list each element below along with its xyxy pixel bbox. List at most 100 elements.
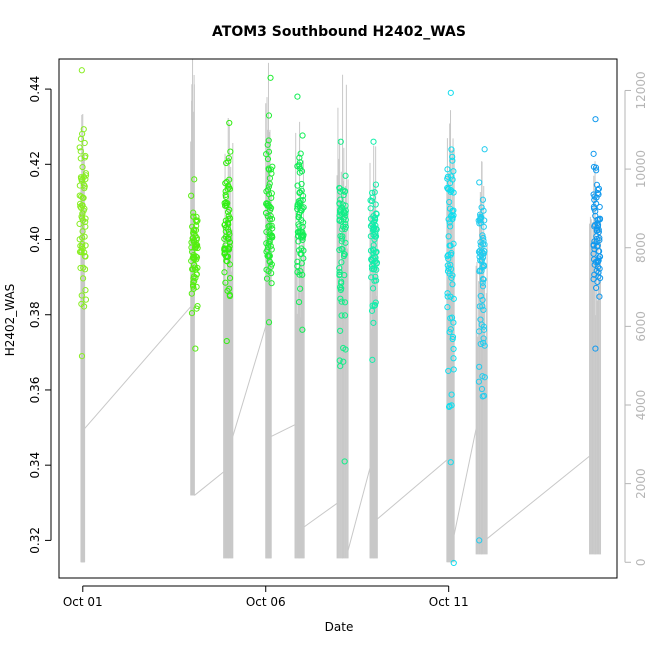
data-point — [78, 175, 85, 182]
data-point — [81, 266, 89, 273]
data-point — [341, 312, 349, 319]
y2-tick-label: 6000 — [634, 311, 648, 342]
data-point — [339, 223, 347, 230]
data-point — [370, 138, 377, 145]
y2-tick-label: 12000 — [634, 71, 648, 109]
data-point — [298, 250, 305, 257]
data-point — [265, 191, 273, 198]
data-point — [448, 173, 455, 180]
data-point — [449, 216, 456, 223]
data-point — [264, 213, 271, 220]
data-point — [336, 271, 343, 278]
data-point — [342, 239, 349, 246]
plot-frame — [58, 58, 618, 579]
data-point — [77, 203, 84, 210]
secondary-line-layer — [80, 59, 602, 563]
data-point — [371, 218, 378, 226]
data-point — [80, 181, 88, 188]
data-point — [594, 242, 601, 249]
data-point — [372, 181, 380, 188]
data-point — [190, 209, 197, 216]
data-point — [479, 296, 486, 304]
data-point — [193, 222, 200, 229]
data-point — [590, 250, 597, 257]
data-point — [268, 215, 276, 223]
data-point — [298, 260, 305, 267]
data-point — [444, 262, 451, 269]
x-axis: Oct 01 Oct 06 Oct 11 — [63, 585, 469, 609]
data-point — [221, 249, 228, 256]
data-point — [336, 284, 344, 291]
data-point — [263, 209, 270, 217]
data-point — [339, 204, 346, 212]
data-point — [590, 150, 597, 157]
data-point — [476, 250, 484, 257]
data-point — [594, 189, 601, 197]
data-point — [82, 152, 89, 160]
data-point — [480, 223, 487, 230]
data-point — [225, 221, 232, 228]
data-point — [367, 205, 374, 212]
data-point — [445, 367, 452, 375]
y2-tick-label: 0 — [634, 558, 648, 566]
secondary-segment — [453, 428, 477, 535]
data-point — [447, 261, 454, 269]
data-point — [268, 246, 275, 253]
data-point — [479, 393, 486, 400]
data-point — [447, 89, 454, 96]
data-point — [299, 271, 306, 278]
y-axis-label: H2402_WAS — [3, 284, 17, 357]
data-point — [478, 385, 486, 393]
data-point — [481, 217, 488, 224]
data-point — [370, 226, 377, 233]
data-point — [226, 275, 234, 282]
data-point — [267, 204, 275, 212]
data-point — [337, 138, 344, 145]
data-point — [450, 559, 457, 567]
data-point — [592, 164, 600, 171]
data-point — [225, 208, 232, 216]
secondary-segment — [347, 467, 371, 551]
data-point — [338, 298, 345, 305]
data-point — [268, 170, 275, 177]
data-point — [444, 166, 451, 173]
data-point — [268, 190, 275, 197]
data-point — [477, 242, 484, 249]
data-point — [79, 210, 86, 217]
data-point — [188, 192, 195, 199]
data-point — [481, 146, 488, 153]
data-point — [367, 197, 374, 204]
data-point — [480, 234, 487, 242]
secondary-segment — [271, 424, 296, 437]
data-point — [222, 253, 230, 260]
data-point — [594, 259, 601, 266]
data-point — [191, 238, 198, 245]
data-point — [480, 326, 488, 333]
data-point — [188, 310, 196, 317]
data-point — [226, 261, 233, 268]
data-point — [372, 257, 379, 265]
data-point — [264, 186, 272, 193]
data-point — [445, 251, 452, 259]
data-point — [79, 194, 86, 201]
data-point — [263, 266, 270, 273]
data-point — [76, 182, 83, 189]
data-point — [336, 264, 343, 272]
data-point — [590, 191, 597, 198]
y2-tick-label: 10000 — [634, 150, 648, 188]
y-tick-label: 0.44 — [28, 76, 42, 103]
y-axis: 0.32 0.34 0.36 0.38 0.40 0.42 0.44 — [28, 76, 52, 554]
data-point — [82, 296, 90, 303]
data-point — [450, 345, 457, 353]
data-point — [446, 198, 453, 206]
data-point — [81, 233, 88, 240]
data-point — [370, 242, 377, 249]
data-point — [265, 319, 273, 326]
data-point — [224, 199, 231, 207]
data-point — [444, 173, 451, 180]
data-point — [372, 249, 380, 256]
data-point — [337, 327, 344, 334]
data-point — [476, 179, 483, 186]
data-point — [337, 295, 344, 302]
secondary-segment — [84, 306, 192, 429]
